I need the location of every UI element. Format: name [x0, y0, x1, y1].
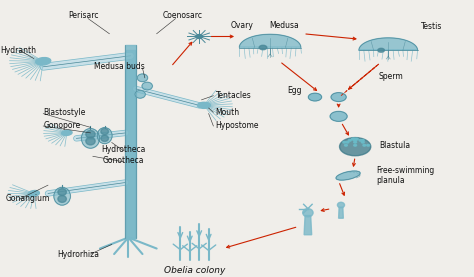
- Text: Perisarc: Perisarc: [68, 11, 99, 20]
- Ellipse shape: [62, 130, 72, 135]
- Ellipse shape: [197, 102, 210, 108]
- Text: Mouth: Mouth: [216, 108, 240, 117]
- Text: Testis: Testis: [421, 22, 443, 31]
- Text: Hydrotheca: Hydrotheca: [101, 145, 146, 154]
- Circle shape: [346, 141, 349, 143]
- Ellipse shape: [54, 187, 71, 205]
- Text: Coenosarc: Coenosarc: [163, 11, 203, 20]
- Polygon shape: [304, 216, 312, 235]
- Text: Egg: Egg: [288, 86, 302, 95]
- Ellipse shape: [86, 130, 95, 138]
- Circle shape: [361, 141, 364, 143]
- Ellipse shape: [86, 137, 95, 145]
- Text: Hypostome: Hypostome: [216, 122, 259, 130]
- Text: Gonangium: Gonangium: [5, 194, 50, 204]
- Circle shape: [354, 140, 356, 141]
- Circle shape: [348, 140, 351, 141]
- Circle shape: [354, 138, 356, 140]
- Polygon shape: [359, 38, 418, 50]
- Text: Blastostyle: Blastostyle: [43, 108, 86, 117]
- Circle shape: [367, 145, 370, 146]
- Ellipse shape: [82, 129, 100, 148]
- Polygon shape: [126, 50, 136, 237]
- Circle shape: [378, 48, 384, 52]
- Text: Obelia colony: Obelia colony: [164, 266, 225, 275]
- Ellipse shape: [28, 191, 39, 196]
- Polygon shape: [125, 45, 137, 237]
- Circle shape: [354, 141, 356, 143]
- Ellipse shape: [303, 209, 313, 217]
- Circle shape: [356, 138, 358, 140]
- Text: Free-swimming
planula: Free-swimming planula: [376, 166, 435, 185]
- Text: Gonopore: Gonopore: [43, 122, 81, 130]
- Circle shape: [363, 145, 366, 146]
- Text: Blastula: Blastula: [379, 141, 410, 150]
- Circle shape: [345, 145, 347, 146]
- Ellipse shape: [337, 202, 345, 208]
- Circle shape: [259, 45, 267, 50]
- Circle shape: [196, 35, 202, 39]
- Text: Gonotheca: Gonotheca: [103, 156, 144, 165]
- Text: Sperm: Sperm: [379, 72, 403, 81]
- Text: Tentacles: Tentacles: [216, 91, 252, 100]
- Circle shape: [361, 140, 364, 141]
- Text: Hydranth: Hydranth: [0, 46, 36, 55]
- Ellipse shape: [36, 58, 51, 65]
- Ellipse shape: [97, 128, 112, 144]
- Circle shape: [352, 138, 355, 140]
- Ellipse shape: [137, 74, 148, 82]
- Text: Ovary: Ovary: [230, 21, 253, 30]
- Text: Medusa: Medusa: [269, 21, 299, 30]
- Ellipse shape: [142, 82, 153, 90]
- Text: Medusa buds: Medusa buds: [94, 62, 145, 71]
- Polygon shape: [239, 34, 301, 48]
- Ellipse shape: [101, 135, 109, 142]
- Circle shape: [359, 140, 362, 141]
- Circle shape: [354, 145, 356, 146]
- Circle shape: [309, 93, 321, 101]
- Ellipse shape: [135, 91, 146, 98]
- Ellipse shape: [58, 196, 66, 202]
- Circle shape: [331, 93, 346, 101]
- Ellipse shape: [58, 189, 66, 196]
- Text: Hydrorhiza: Hydrorhiza: [58, 250, 100, 258]
- Circle shape: [351, 138, 354, 140]
- Circle shape: [339, 138, 371, 156]
- Circle shape: [330, 111, 347, 121]
- Ellipse shape: [336, 171, 360, 180]
- Polygon shape: [338, 207, 343, 218]
- Circle shape: [343, 141, 346, 143]
- Ellipse shape: [101, 129, 109, 135]
